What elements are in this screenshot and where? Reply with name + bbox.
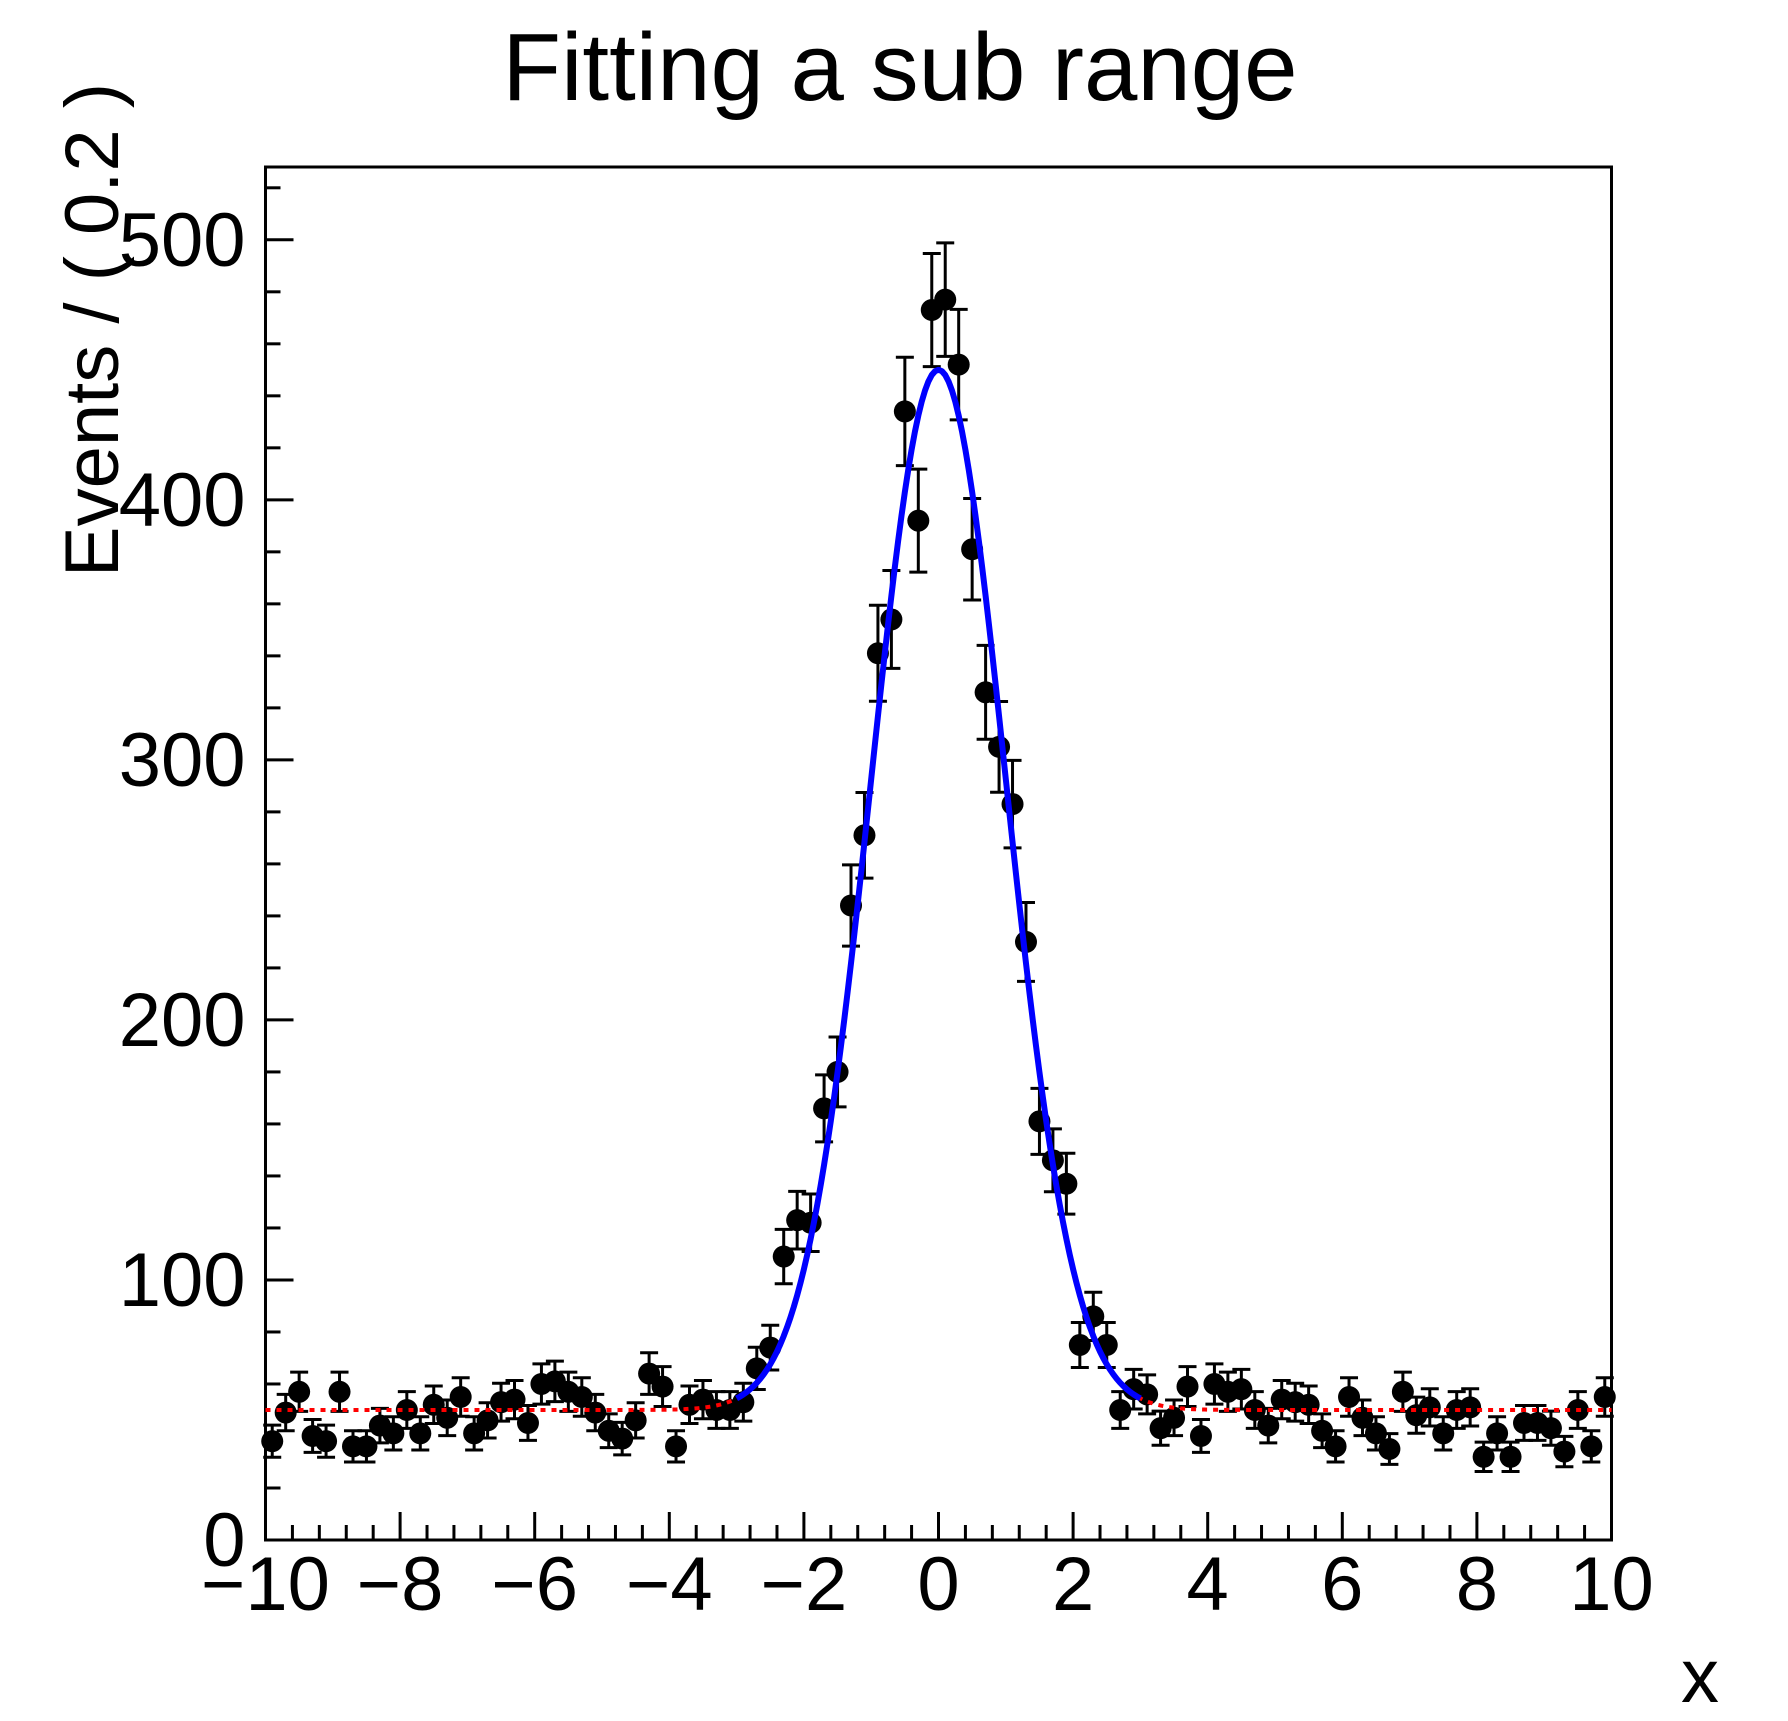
- data-point: [1230, 1378, 1253, 1401]
- data-point: [1068, 1333, 1091, 1356]
- data-point: [584, 1401, 607, 1424]
- data-point: [1553, 1440, 1576, 1463]
- data-points: [261, 288, 1616, 1468]
- data-point: [261, 1430, 284, 1453]
- data-point: [1364, 1422, 1387, 1445]
- data-point: [1297, 1393, 1320, 1416]
- y-tick-label: 200: [119, 978, 246, 1063]
- data-point: [516, 1411, 539, 1434]
- data-point: [1580, 1435, 1603, 1458]
- data-point: [355, 1435, 378, 1458]
- data-point: [907, 509, 930, 532]
- data-point: [409, 1422, 432, 1445]
- data-point: [1055, 1172, 1078, 1195]
- data-point: [1472, 1445, 1495, 1468]
- data-point: [947, 353, 970, 376]
- data-point: [274, 1401, 297, 1424]
- fit-line-dotted-red: [265, 367, 1612, 1412]
- data-point: [934, 288, 957, 311]
- data-point: [476, 1409, 499, 1432]
- axis-ticks: [264, 186, 1613, 1542]
- data-point: [1338, 1385, 1361, 1408]
- data-point: [449, 1385, 472, 1408]
- fit-curve-subrange: [735, 366, 1142, 1402]
- data-point: [382, 1422, 405, 1445]
- x-tick-label: 10: [1569, 1542, 1654, 1627]
- data-point: [611, 1427, 634, 1450]
- data-point: [1459, 1396, 1482, 1419]
- data-point: [1324, 1435, 1347, 1458]
- data-point: [1176, 1375, 1199, 1398]
- data-point: [1539, 1417, 1562, 1440]
- data-point: [1432, 1422, 1455, 1445]
- y-tick-label: 0: [203, 1498, 245, 1583]
- chart-title: Fitting a sub range: [502, 14, 1297, 121]
- x-tick-label: −4: [626, 1542, 713, 1627]
- data-point: [1257, 1414, 1280, 1437]
- x-tick-label: −2: [761, 1542, 848, 1627]
- data-point: [1418, 1396, 1441, 1419]
- x-tick-label: −10: [201, 1542, 330, 1627]
- data-point: [1593, 1385, 1616, 1408]
- data-point: [503, 1388, 526, 1411]
- data-point: [1163, 1406, 1186, 1429]
- data-point: [288, 1380, 311, 1403]
- data-point: [665, 1435, 688, 1458]
- y-tick-label: 500: [119, 198, 246, 283]
- data-point: [1243, 1398, 1266, 1421]
- data-point: [436, 1406, 459, 1429]
- x-tick-label: −6: [491, 1542, 578, 1627]
- data-point: [1311, 1419, 1334, 1442]
- data-point: [1351, 1406, 1374, 1429]
- x-tick-label: −8: [357, 1542, 444, 1627]
- data-point: [315, 1430, 338, 1453]
- data-point: [651, 1375, 674, 1398]
- y-tick-label: 300: [119, 718, 246, 803]
- x-axis-title: x: [1681, 1634, 1719, 1716]
- data-point: [772, 1245, 795, 1268]
- x-tick-label: 6: [1321, 1542, 1363, 1627]
- fit-line-solid-blue: [735, 366, 1142, 1402]
- data-point: [893, 400, 916, 423]
- fit-curve-fullrange: [265, 367, 1612, 1412]
- data-point: [624, 1409, 647, 1432]
- data-point: [1136, 1383, 1159, 1406]
- data-point: [328, 1380, 351, 1403]
- error-bars: [263, 241, 1614, 1473]
- data-point: [395, 1398, 418, 1421]
- y-axis-title: Events / ( 0.2 ): [50, 83, 135, 577]
- data-point: [1378, 1437, 1401, 1460]
- x-tick-label: 8: [1456, 1542, 1498, 1627]
- data-point: [1486, 1422, 1509, 1445]
- data-point: [1499, 1445, 1522, 1468]
- x-tick-label: 2: [1052, 1542, 1094, 1627]
- data-point: [1189, 1424, 1212, 1447]
- data-point: [1391, 1380, 1414, 1403]
- data-point: [570, 1385, 593, 1408]
- data-point: [1109, 1398, 1132, 1421]
- data-point: [974, 681, 997, 704]
- y-tick-label: 100: [119, 1238, 246, 1323]
- x-tick-label: 4: [1187, 1542, 1229, 1627]
- y-tick-label: 400: [119, 458, 246, 543]
- x-tick-label: 0: [917, 1542, 959, 1627]
